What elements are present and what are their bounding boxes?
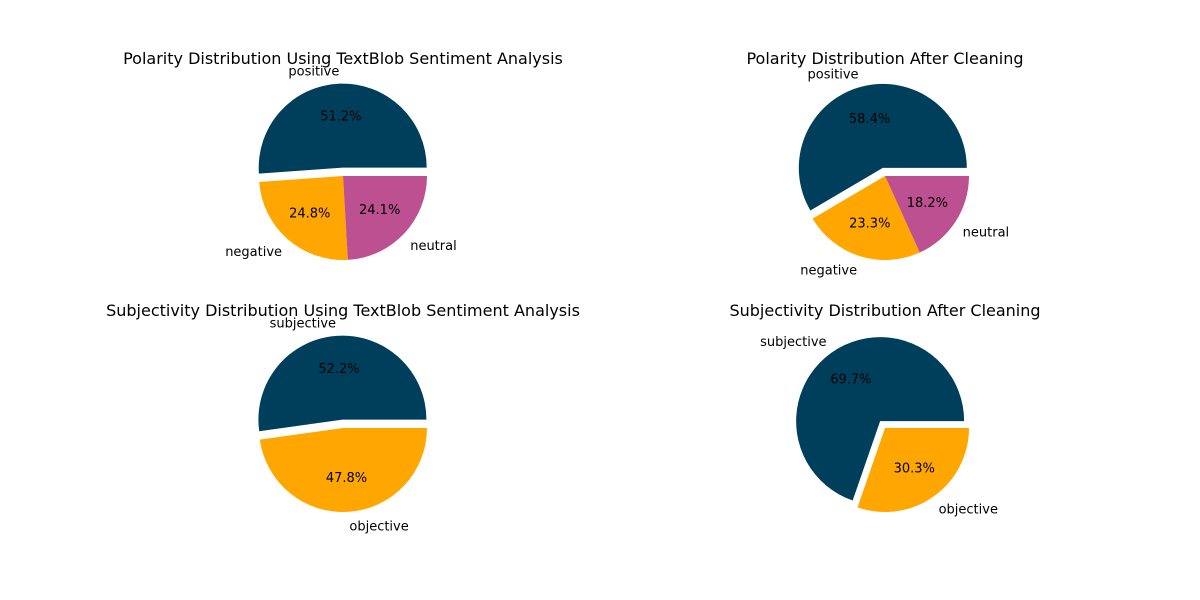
- slice-percent-subjective: 69.7%: [830, 373, 871, 388]
- slice-percent-negative: 23.3%: [849, 217, 890, 232]
- chart-title: Subjectivity Distribution After Cleaning: [729, 301, 1040, 320]
- pie-slice-objective: [857, 428, 969, 513]
- slice-label-neutral: neutral: [963, 225, 1010, 240]
- slice-label-negative: negative: [800, 263, 857, 278]
- slice-label-positive: positive: [288, 64, 339, 79]
- pie-chart-polarity-after-cleaning: Polarity Distribution After Cleaning pos…: [746, 49, 1023, 278]
- slice-percent-neutral: 18.2%: [907, 196, 948, 211]
- slice-percent-objective: 47.8%: [326, 471, 367, 486]
- pie-slice-positive: [258, 83, 427, 174]
- slice-label-positive: positive: [808, 68, 859, 83]
- pie-slice-objective: [259, 428, 427, 513]
- slice-label-negative: negative: [225, 245, 282, 260]
- pie-chart-subjectivity-after-cleaning: Subjectivity Distribution After Cleaning…: [729, 301, 1040, 518]
- chart-title: Subjectivity Distribution Using TextBlob…: [106, 301, 580, 320]
- slice-label-objective: objective: [349, 520, 408, 535]
- slice-label-subjective: subjective: [270, 316, 336, 331]
- slice-percent-negative: 24.8%: [289, 206, 330, 221]
- slice-percent-objective: 30.3%: [894, 462, 935, 477]
- pie-slice-subjective: [258, 335, 427, 432]
- pie-slice-neutral: [885, 176, 969, 253]
- pie-slice-positive: [798, 83, 967, 211]
- pie-slice-negative: [812, 176, 920, 260]
- pie-slice-subjective: [796, 337, 965, 501]
- slice-label-subjective: subjective: [760, 335, 826, 350]
- pie-slice-neutral: [343, 176, 427, 260]
- slice-percent-neutral: 24.1%: [359, 203, 400, 218]
- slice-percent-subjective: 52.2%: [318, 362, 359, 377]
- slice-label-neutral: neutral: [410, 239, 457, 254]
- pie-chart-polarity-textblob: Polarity Distribution Using TextBlob Sen…: [123, 49, 563, 260]
- slice-percent-positive: 51.2%: [320, 110, 361, 125]
- chart-title: Polarity Distribution After Cleaning: [746, 49, 1023, 68]
- slice-percent-positive: 58.4%: [849, 112, 890, 127]
- chart-title: Polarity Distribution Using TextBlob Sen…: [123, 49, 563, 68]
- slice-label-objective: objective: [939, 503, 998, 518]
- pie-chart-subjectivity-textblob: Subjectivity Distribution Using TextBlob…: [106, 301, 580, 535]
- pie-slice-negative: [259, 176, 348, 260]
